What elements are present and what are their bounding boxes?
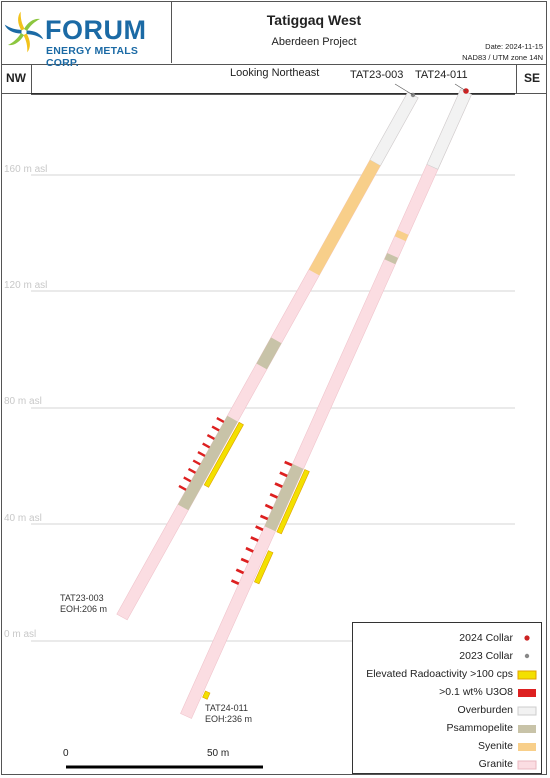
legend-psammopelite-swatch <box>518 725 536 733</box>
elevation-grid <box>31 174 515 642</box>
legend: 2024 Collar 2023 Collar Elevated Radoact… <box>352 622 542 774</box>
collar-label-tat24-011: TAT24-011 <box>415 69 468 81</box>
eoh-depth: EOH:206 m <box>60 604 108 614</box>
legend-item: Granite <box>478 758 513 770</box>
eoh-hole-name: TAT23-003 <box>60 593 104 603</box>
legend-syenite-swatch <box>518 743 536 751</box>
syenite-interval <box>394 229 409 242</box>
elevation-label-160: 160 m asl <box>4 164 48 175</box>
eoh-hole-name: TAT24-011 <box>205 703 249 713</box>
u3o8-interval <box>235 568 245 575</box>
u3o8-interval <box>255 525 264 532</box>
legend-item: 2023 Collar <box>459 650 513 662</box>
legend-item: Syenite <box>477 740 513 752</box>
brand-subtitle: ENERGY METALS CORP. <box>46 45 139 69</box>
collar-label-tat23-003: TAT23-003 <box>350 69 404 81</box>
legend-u3o8-swatch <box>518 689 536 697</box>
elevation-label-120: 120 m asl <box>4 280 48 291</box>
collar-leader-line <box>394 83 414 96</box>
figure-date: Date: 2024-11-15 <box>485 42 543 51</box>
psammopelite-interval <box>177 415 238 511</box>
radioactivity-interval <box>254 550 274 585</box>
nw-label: NW <box>1 64 32 93</box>
brand-name: FORUM <box>45 15 147 45</box>
psammopelite-interval <box>384 253 399 265</box>
legend-2024-collar-icon <box>524 635 530 641</box>
overburden-interval <box>426 89 472 170</box>
psammopelite-interval <box>256 337 282 370</box>
legend-granite-swatch <box>517 760 537 770</box>
u3o8-interval <box>259 514 269 521</box>
u3o8-interval <box>274 482 283 488</box>
legend-item: 2024 Collar <box>459 632 513 644</box>
title-block: FORUM ENERGY METALS CORP. Tatiggaq West … <box>1 1 547 69</box>
u3o8-interval <box>250 536 259 542</box>
u3o8-interval <box>230 579 240 585</box>
u3o8-interval <box>245 546 254 553</box>
legend-bottom <box>352 772 542 773</box>
legend-overburden-swatch <box>517 706 537 716</box>
syenite-interval <box>308 159 381 276</box>
scale-start: 0 <box>63 748 69 759</box>
u3o8-interval <box>279 471 288 478</box>
u3o8-interval <box>211 425 220 432</box>
elevation-label-0: 0 m asl <box>4 629 37 640</box>
legend-symbols <box>517 635 537 770</box>
u3o8-interval <box>178 484 187 491</box>
u3o8-interval <box>202 442 211 449</box>
u3o8-interval <box>240 557 249 564</box>
figure-title: Tatiggaq West <box>266 12 362 28</box>
legend-item: >0.1 wt% U3O8 <box>439 686 513 698</box>
legend-radioactivity-swatch <box>517 670 537 680</box>
u3o8-interval <box>269 493 278 499</box>
u3o8-interval <box>187 467 197 474</box>
elevation-label-80: 80 m asl <box>4 396 42 407</box>
eoh-label-tat23-003: TAT23-003 EOH:206 m <box>60 593 107 615</box>
psammopelite-interval <box>264 463 304 532</box>
u3o8-interval <box>284 460 293 467</box>
legend-item: Elevated Radoactivity >100 cps <box>366 668 513 680</box>
collar-leader-line <box>454 83 467 92</box>
logo-area: FORUM ENERGY METALS CORP. <box>1 1 172 69</box>
radioactivity-interval <box>276 469 310 535</box>
overburden-interval <box>369 91 419 167</box>
forum-logo-icon <box>4 11 44 53</box>
u3o8-interval <box>197 451 206 457</box>
view-direction: Looking Northeast <box>230 67 320 79</box>
scale-end: 50 m <box>207 748 230 759</box>
radioactivity-interval <box>203 421 244 488</box>
legend-item: Psammopelite <box>446 722 513 734</box>
u3o8-interval <box>216 417 225 423</box>
u3o8-interval <box>192 459 201 466</box>
eoh-label-tat24-011: TAT24-011 EOH:236 m <box>205 703 252 725</box>
elevation-label-40: 40 m asl <box>4 513 42 524</box>
u3o8-interval <box>264 503 274 510</box>
se-label: SE <box>516 64 547 93</box>
drill-holes <box>116 83 472 719</box>
figure-datum: NAD83 / UTM zone 14N <box>462 53 543 62</box>
eoh-depth: EOH:236 m <box>205 714 253 724</box>
u3o8-interval <box>206 434 215 440</box>
legend-item: Overburden <box>457 704 513 716</box>
direction-bar: NW SE Looking Northeast TAT23-003 TAT24-… <box>1 64 547 94</box>
u3o8-interval <box>183 476 192 483</box>
figure-subtitle: Aberdeen Project <box>271 36 357 48</box>
legend-2023-collar-icon <box>524 653 530 659</box>
radioactivity-interval <box>202 690 211 700</box>
